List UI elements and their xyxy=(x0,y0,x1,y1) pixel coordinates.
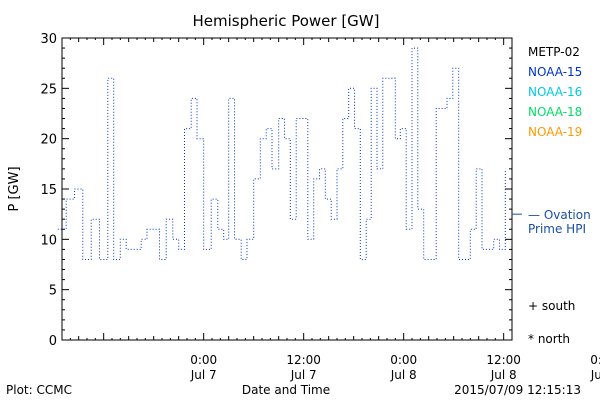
legend-entry: NOAA-16 xyxy=(528,85,582,99)
y-tick-label: 20 xyxy=(40,133,57,148)
y-tick-label: 5 xyxy=(49,284,57,299)
x-tick-date-label: Jul 9 xyxy=(590,368,600,382)
plot-credit: Plot: CCMC xyxy=(6,383,72,397)
x-tick-time-label: 12:00 xyxy=(486,353,521,367)
legend: METP-02 NOAA-15 NOAA-16 NOAA-18 NOAA-19 xyxy=(528,45,582,139)
x-axis-label: Date and Time xyxy=(242,383,330,397)
ovation-label-line1: — Ovation xyxy=(528,208,591,222)
ovation-label-line2: Prime HPI xyxy=(528,222,586,236)
y-axis-label: P [GW] xyxy=(7,166,22,211)
x-tick-date-label: Jul 7 xyxy=(190,368,217,382)
y-tick-label: 25 xyxy=(40,82,57,97)
x-tick-date-label: Jul 8 xyxy=(490,368,517,382)
legend-entry: NOAA-19 xyxy=(528,125,582,139)
y-tick-label: 30 xyxy=(40,32,57,47)
plot-timestamp: 2015/07/09 12:15:13 xyxy=(454,383,581,397)
x-tick-date-label: Jul 8 xyxy=(390,368,417,382)
x-tick-time-label: 12:00 xyxy=(286,353,321,367)
series-line-0 xyxy=(57,47,506,260)
south-symbol-label: + south xyxy=(528,299,575,313)
y-tick-label: 0 xyxy=(49,334,57,349)
series-group xyxy=(57,47,506,260)
chart-title: Hemispheric Power [GW] xyxy=(193,12,380,30)
north-symbol-label: * north xyxy=(528,332,570,346)
legend-entry: NOAA-15 xyxy=(528,65,582,79)
plot-frame xyxy=(61,37,513,341)
y-tick-label: 10 xyxy=(40,233,57,248)
y-tick-label: 15 xyxy=(40,183,57,198)
x-tick-time-label: 0:00 xyxy=(190,353,217,367)
x-tick-time-label: 0:00 xyxy=(390,353,417,367)
y-axis: 0 5 10 15 20 25 30 xyxy=(40,32,512,349)
legend-entry: METP-02 xyxy=(528,45,580,59)
x-tick-date-label: Jul 7 xyxy=(290,368,317,382)
x-tick-time-label: 0:00 xyxy=(590,353,600,367)
legend-entry: NOAA-18 xyxy=(528,105,582,119)
